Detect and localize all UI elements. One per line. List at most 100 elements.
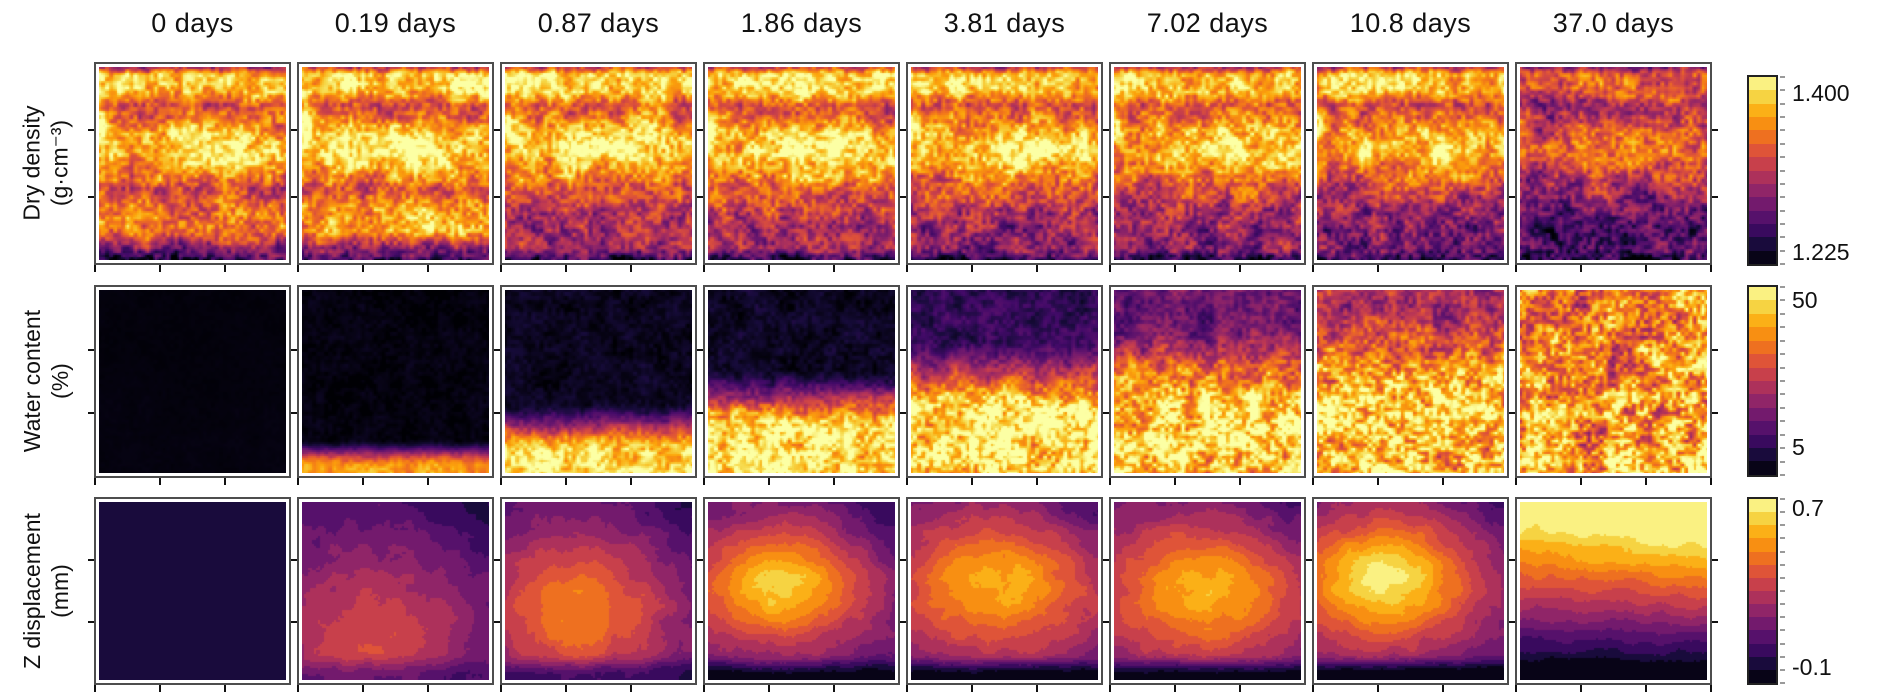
axis-tick [703, 265, 705, 272]
row-label-dry-density: Dry density (g·cm⁻³) [0, 62, 92, 265]
heatmap-canvas [1114, 67, 1301, 260]
heatmap-panel-row1-col1 [88, 62, 297, 272]
colorbar-tick [1780, 550, 1785, 553]
row-label-line1: Water content [18, 310, 45, 453]
colorbar-segment [1749, 448, 1776, 462]
colorbar-min-label-row1: 1.225 [1792, 239, 1850, 265]
axis-tick [1509, 559, 1515, 562]
axis-tick [297, 478, 299, 485]
axis-tick [500, 685, 502, 692]
colorbar-tick [1780, 498, 1785, 500]
heatmap-panel-row3-col4 [697, 497, 906, 692]
colorbar-tick [1780, 603, 1785, 606]
colorbar-segment [1749, 394, 1776, 408]
axis-tick [1035, 685, 1038, 692]
axis-tick [1103, 348, 1109, 351]
heatmap-panel-row2-col6 [1103, 285, 1312, 485]
axis-tick [494, 348, 500, 351]
axis-tick [223, 685, 226, 692]
axis-tick [362, 685, 365, 692]
axis-tick [1710, 478, 1712, 485]
axis-tick [1712, 195, 1718, 198]
axis-tick [88, 348, 94, 351]
colorbar-tick [1780, 129, 1785, 132]
axis-tick [703, 478, 705, 485]
axis-tick [1103, 195, 1109, 198]
axis-tick [494, 412, 500, 415]
colorbar-tick [1780, 286, 1785, 288]
row-label-water-content: Water content (%) [0, 285, 92, 478]
colorbar-tick [1780, 447, 1785, 450]
colorbar-segment [1749, 656, 1776, 670]
colorbar-tick [1780, 682, 1785, 684]
axis-tick [1580, 265, 1583, 272]
axis-tick [1509, 129, 1515, 132]
axis-tick [1712, 348, 1718, 351]
axis-tick [1306, 620, 1312, 623]
colorbar-tick [1780, 393, 1785, 396]
axis-tick [94, 685, 96, 692]
heatmap-canvas [708, 290, 895, 473]
heatmap-panel-row1-col6 [1103, 62, 1312, 272]
colorbar-tick [1780, 668, 1785, 671]
axis-tick [1174, 685, 1177, 692]
axis-tick [697, 412, 703, 415]
colorbar-tick [1780, 380, 1785, 382]
row-label-line1: Z displacement [18, 513, 45, 669]
colorbar-segment [1749, 407, 1776, 422]
colorbar-tick [1780, 263, 1785, 265]
colorbar-segment [1749, 237, 1776, 251]
axis-tick [1312, 265, 1314, 272]
axis-tick [500, 265, 502, 272]
axis-tick [900, 129, 906, 132]
axis-tick [362, 478, 365, 485]
axis-tick [900, 620, 906, 623]
colorbar-row1 [1747, 75, 1778, 266]
axis-tick [1710, 685, 1712, 692]
heatmap-canvas [1520, 502, 1707, 680]
colorbar-max-label-row3: 0.7 [1792, 495, 1824, 521]
colorbar-tick [1780, 642, 1785, 645]
axis-tick [88, 620, 94, 623]
axis-tick [1109, 478, 1111, 485]
heatmap-panel-row2-col3 [494, 285, 703, 485]
axis-tick [1712, 129, 1718, 132]
row-label-line2: (mm) [47, 564, 73, 618]
axis-tick [971, 265, 974, 272]
row-label-line2: (g·cm⁻³) [47, 120, 74, 207]
colorbar-tick [1780, 222, 1785, 225]
heatmap-canvas [1520, 290, 1707, 473]
axis-tick [1509, 412, 1515, 415]
colorbar-tick [1780, 353, 1785, 356]
column-header-6: 7.02 days [1146, 8, 1269, 38]
heatmap-canvas [302, 290, 489, 473]
axis-tick [832, 478, 835, 485]
colorbar-segment [1749, 564, 1776, 578]
axis-tick [900, 195, 906, 198]
axis-tick [1377, 265, 1380, 272]
axis-tick [1306, 559, 1312, 562]
colorbar-tick [1780, 629, 1785, 632]
axis-tick [1441, 685, 1444, 692]
axis-tick [1103, 129, 1109, 132]
heatmap-canvas [1317, 290, 1504, 473]
colorbar-segment [1749, 327, 1776, 341]
colorbar-tick [1780, 406, 1785, 409]
heatmap-panel-row1-col2 [291, 62, 500, 272]
heatmap-panel-row2-col8 [1509, 285, 1718, 485]
axis-tick [1238, 265, 1241, 272]
colorbar-tick [1780, 142, 1785, 145]
heatmap-canvas [708, 67, 895, 260]
column-header-5: 3.81 days [943, 8, 1066, 38]
heatmap-panel-row3-col8 [1509, 497, 1718, 692]
axis-tick [1580, 478, 1583, 485]
axis-tick [1515, 685, 1517, 692]
axis-tick [1509, 620, 1515, 623]
axis-tick [159, 265, 162, 272]
heatmap-panel-row3-col2 [291, 497, 500, 692]
axis-tick [88, 559, 94, 562]
heatmap-panel-row3-col3 [494, 497, 703, 692]
axis-tick [291, 412, 297, 415]
colorbar-tick [1780, 511, 1785, 514]
heatmap-canvas [99, 67, 286, 260]
